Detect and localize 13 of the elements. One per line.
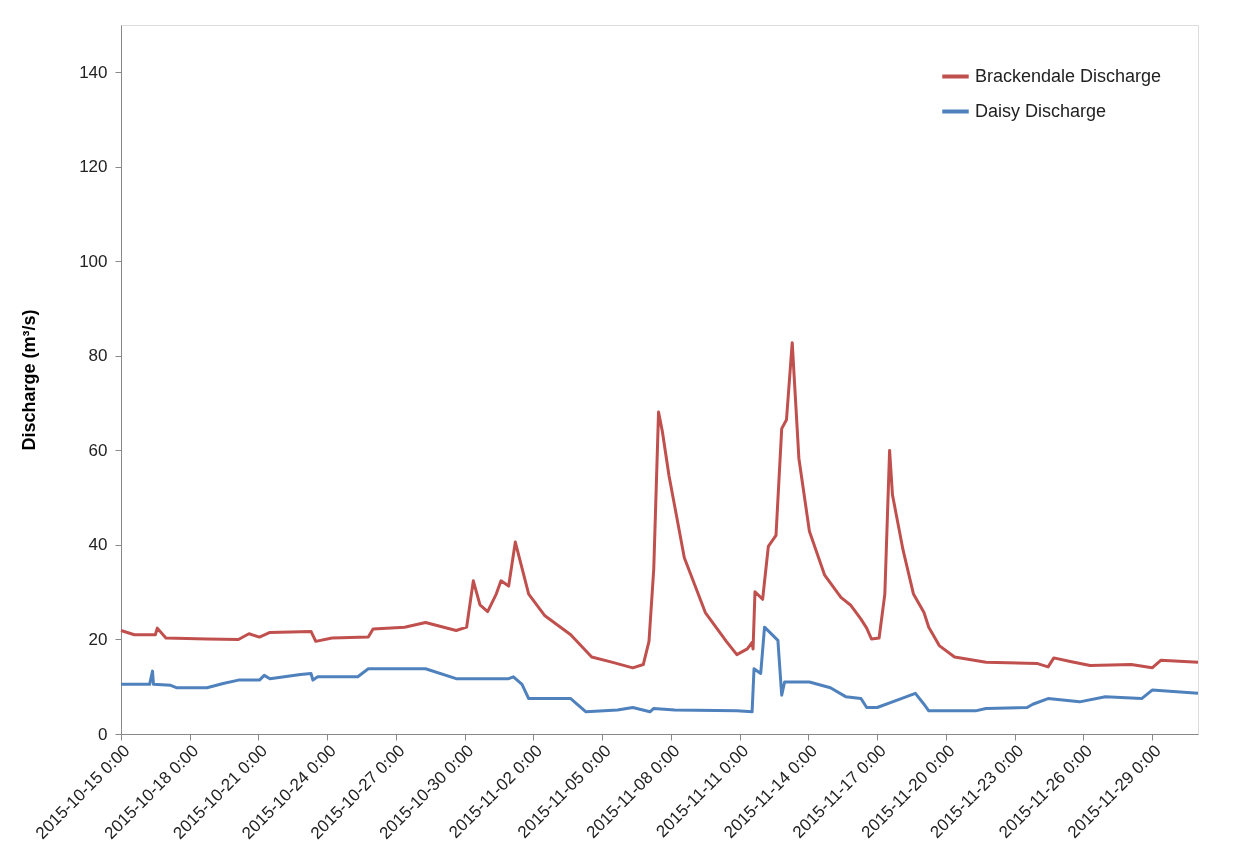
line-series xyxy=(119,625,1200,714)
legend-label: Brackendale Discharge xyxy=(975,65,1162,86)
y-tick-label: 100 xyxy=(79,251,108,271)
y-tick-label: 20 xyxy=(88,629,108,649)
line-series xyxy=(119,341,1200,670)
legend-label: Daisy Discharge xyxy=(975,100,1107,121)
y-tick-label: 40 xyxy=(88,535,108,555)
y-tick-label: 60 xyxy=(88,440,108,460)
y-tick-label: 0 xyxy=(98,724,108,744)
y-tick-label: 80 xyxy=(88,346,108,366)
y-tick-label: 120 xyxy=(79,157,108,177)
y-axis-title: Discharge (m³/s) xyxy=(19,309,40,451)
y-tick-label: 140 xyxy=(79,62,108,82)
